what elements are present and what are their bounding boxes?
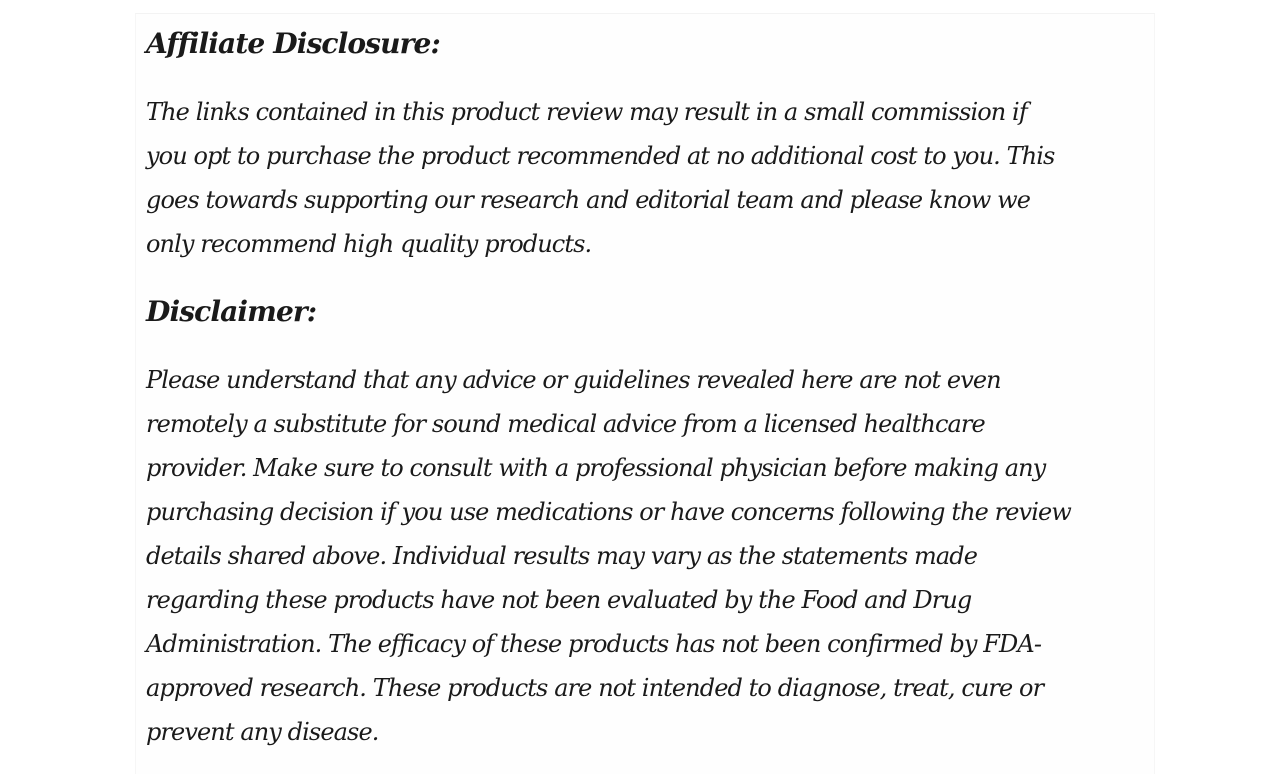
text-line: Please understand that any advice or gui… [146, 366, 1002, 394]
text-line: remotely a substitute for sound medical … [146, 410, 986, 438]
text-line: prevent any disease. [146, 718, 379, 746]
disclosure-content: Affiliate Disclosure: The links containe… [146, 22, 1156, 754]
text-line: approved research. These products are no… [146, 674, 1044, 702]
text-line: only recommend high quality products. [146, 230, 592, 258]
text-line: provider. Make sure to consult with a pr… [146, 454, 1046, 482]
text-line: The links contained in this product revi… [146, 98, 1028, 126]
text-line: Administration. The efficacy of these pr… [146, 630, 1042, 658]
content-panel [135, 13, 1155, 774]
text-line: details shared above. Individual results… [146, 542, 978, 570]
text-line: regarding these products have not been e… [146, 586, 972, 614]
affiliate-disclosure-heading: Affiliate Disclosure: [146, 27, 441, 60]
text-line: purchasing decision if you use medicatio… [146, 498, 1072, 526]
text-line: you opt to purchase the product recommen… [146, 142, 1055, 170]
text-line: goes towards supporting our research and… [146, 186, 1031, 214]
disclaimer-text: Please understand that any advice or gui… [146, 358, 1156, 754]
disclaimer-heading: Disclaimer: [146, 295, 317, 328]
affiliate-disclosure-text: The links contained in this product revi… [146, 90, 1156, 266]
